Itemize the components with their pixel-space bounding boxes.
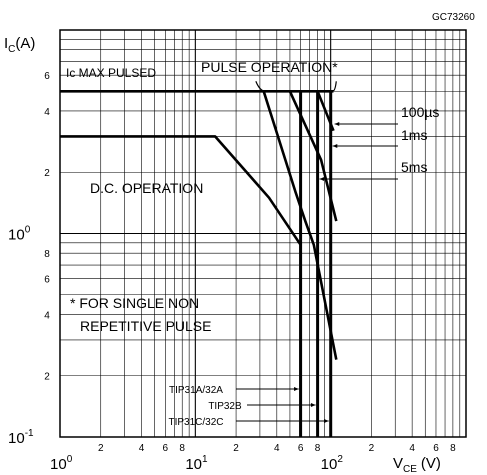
y-tick-label: 2 [44, 372, 50, 383]
device-limit-lines [299, 91, 333, 437]
y-tick-label: 10-1 [8, 428, 34, 447]
x-tick-label: 2 [369, 443, 375, 454]
x-tick-label: 4 [409, 443, 415, 454]
x-tick-label: 4 [139, 443, 145, 454]
y-axis-label: IC(A) [4, 35, 35, 55]
y-tick-label: 8 [44, 249, 50, 260]
pointer-100us-head [334, 122, 340, 126]
x-tick-label: 8 [315, 443, 321, 454]
pulse-operation-label: PULSE OPERATION* [201, 59, 338, 75]
y-tick-label: 4 [44, 310, 50, 321]
x-tick-label: 8 [179, 443, 185, 454]
x-tick-label: 6 [163, 443, 169, 454]
x-tick-label: 102 [321, 454, 344, 473]
y-axis-main: I [4, 35, 8, 52]
x-tick-label: 8 [450, 443, 456, 454]
x-axis-main: V [393, 455, 403, 472]
x-tick-label: 100 [50, 454, 73, 473]
y-axis-unit: (A) [15, 35, 35, 52]
pointer-tip31a-head [294, 387, 299, 391]
figure-code: GC73260 [432, 12, 475, 23]
y-tick-label: 4 [44, 107, 50, 118]
tip31c-label: TIP31C/32C [168, 417, 223, 428]
footnote-line-1: * FOR SINGLE NON [70, 295, 199, 311]
x-tick-label: 2 [233, 443, 239, 454]
x-axis-sub: CE [403, 464, 417, 475]
grid-lines [59, 30, 467, 438]
pointer-tip32b-head [310, 403, 316, 407]
label-100us: 100µs [401, 104, 439, 120]
tip32b-label: TIP32B [208, 401, 242, 412]
x-tick-label: 2 [98, 443, 104, 454]
dc-operation-label: D.C. OPERATION [90, 180, 203, 196]
series-curve-1 [262, 90, 338, 360]
label-1ms: 1ms [401, 127, 427, 143]
y-tick-label: 6 [44, 71, 50, 82]
y-tick-label: 6 [44, 275, 50, 286]
x-axis-unit: (V) [421, 455, 441, 472]
label-pointers [236, 122, 398, 423]
x-axis-label: VCE (V) [393, 455, 441, 475]
footnote-line-2: REPETITIVE PULSE [80, 318, 211, 334]
pointer-5ms-head [319, 177, 325, 181]
plot-frame [59, 29, 467, 438]
x-tick-label: 6 [433, 443, 439, 454]
y-tick-label: 100 [8, 225, 31, 244]
x-tick-label: 6 [298, 443, 304, 454]
tip31a-label: TIP31A/32A [169, 385, 223, 396]
y-tick-label: 2 [44, 168, 50, 179]
series-group [60, 81, 338, 437]
x-tick-label: 4 [274, 443, 280, 454]
pulse-bracket-left [255, 81, 266, 92]
label-5ms: 5ms [401, 159, 427, 175]
ic-max-pulsed-label: Ic MAX PULSED [66, 66, 156, 80]
pulse-bracket-right [332, 81, 337, 92]
pointer-1ms-head [332, 144, 338, 148]
y-axis-sub: C [8, 44, 15, 55]
pointer-tip31c-head [324, 419, 329, 423]
x-tick-label: 101 [185, 454, 208, 473]
